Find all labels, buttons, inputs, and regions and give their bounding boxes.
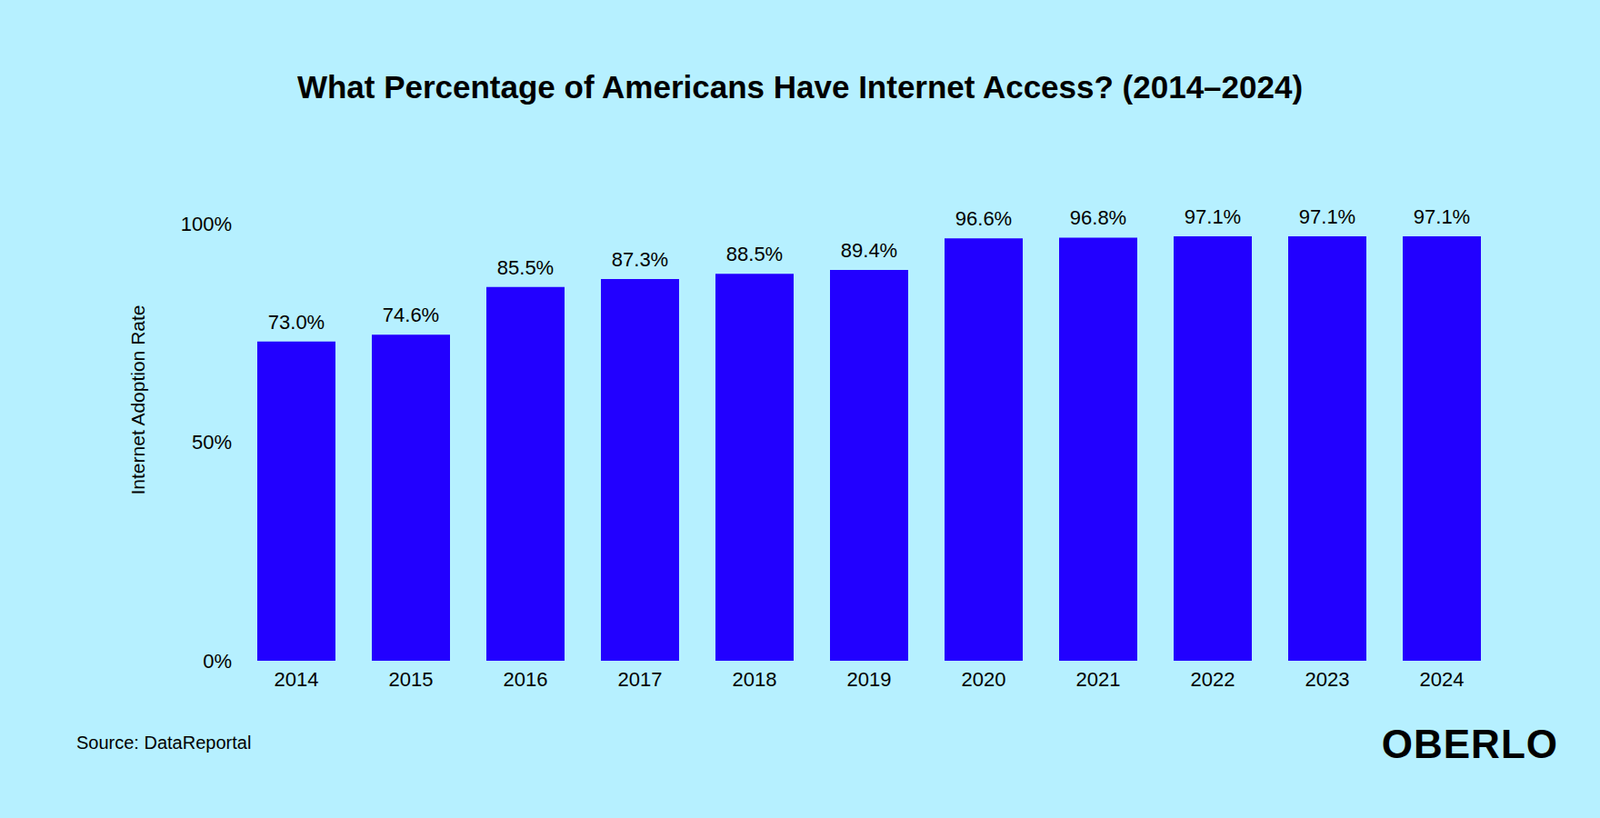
svg-text:0%: 0% — [202, 650, 232, 673]
svg-text:87.3%: 87.3% — [611, 248, 669, 271]
svg-text:2015: 2015 — [389, 668, 434, 691]
html-text:What Percentage of Americans H: What Percentage of Americans Have Intern… — [297, 69, 1303, 105]
svg-text:89.4%: 89.4% — [840, 239, 898, 262]
svg-text:88.5%: 88.5% — [726, 242, 783, 266]
svg-text:96.6%: 96.6% — [955, 207, 1012, 230]
svg-text:2018: 2018 — [732, 668, 778, 691]
html-text:OBERLO: OBERLO — [1381, 721, 1559, 767]
svg-text:2022: 2022 — [1190, 668, 1236, 691]
html-text:Source: DataReportal: Source: DataReportal — [76, 732, 252, 753]
svg-text:50%: 50% — [191, 430, 232, 454]
svg-text:2020: 2020 — [961, 668, 1007, 691]
svg-text:2021: 2021 — [1076, 668, 1121, 691]
svg-text:97.1%: 97.1% — [1299, 205, 1356, 229]
svg-text:100%: 100% — [180, 212, 232, 236]
svg-text:2017: 2017 — [618, 668, 663, 691]
svg-text:2024: 2024 — [1420, 668, 1465, 691]
svg-text:96.8%: 96.8% — [1070, 206, 1127, 230]
html-text:Internet Adoption Rate: Internet Adoption Rate — [127, 305, 149, 495]
svg-text:2014: 2014 — [274, 668, 320, 691]
svg-text:73.0%: 73.0% — [268, 310, 325, 334]
svg-text:2023: 2023 — [1305, 668, 1350, 691]
svg-text:2016: 2016 — [503, 668, 549, 691]
svg-text:2019: 2019 — [847, 668, 892, 691]
svg-text:97.1%: 97.1% — [1413, 205, 1470, 229]
svg-text:85.5%: 85.5% — [497, 256, 554, 280]
svg-text:97.1%: 97.1% — [1184, 205, 1241, 229]
svg-text:74.6%: 74.6% — [382, 303, 440, 327]
